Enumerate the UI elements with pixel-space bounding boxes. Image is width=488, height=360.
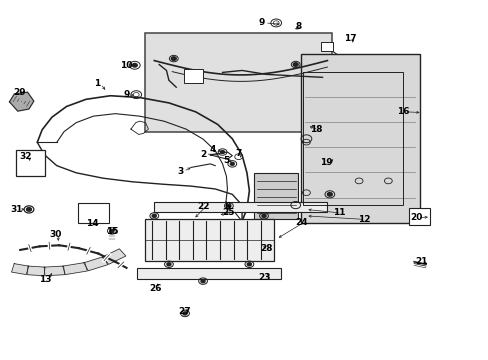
Text: 1: 1 — [94, 80, 100, 89]
Text: 32: 32 — [20, 152, 32, 161]
Text: 14: 14 — [86, 219, 99, 228]
Text: 13: 13 — [39, 275, 52, 284]
Text: 9: 9 — [123, 90, 129, 99]
Circle shape — [152, 215, 156, 217]
Circle shape — [226, 204, 230, 207]
Bar — [154, 202, 327, 212]
Circle shape — [262, 215, 265, 217]
Text: 28: 28 — [260, 244, 272, 253]
Polygon shape — [12, 264, 29, 275]
Text: 23: 23 — [258, 273, 271, 282]
Text: 6: 6 — [224, 202, 230, 211]
Bar — [300, 54, 419, 223]
Text: 12: 12 — [357, 215, 369, 224]
Text: 15: 15 — [105, 228, 118, 237]
Circle shape — [327, 193, 331, 196]
Text: 7: 7 — [235, 149, 242, 158]
Circle shape — [26, 208, 31, 211]
Text: 5: 5 — [223, 156, 229, 165]
Bar — [137, 268, 281, 279]
Bar — [183, 69, 203, 83]
Polygon shape — [83, 257, 107, 271]
Circle shape — [183, 312, 186, 315]
Text: 10: 10 — [120, 61, 132, 70]
Text: 21: 21 — [414, 257, 427, 266]
Text: 30: 30 — [49, 230, 61, 239]
Bar — [321, 42, 332, 51]
Bar — [16, 149, 44, 176]
Bar — [144, 33, 331, 132]
Text: 29: 29 — [13, 87, 25, 96]
Circle shape — [110, 229, 114, 232]
Text: 4: 4 — [209, 145, 216, 154]
Circle shape — [166, 263, 170, 266]
Circle shape — [201, 280, 204, 283]
Bar — [78, 203, 109, 223]
Text: 25: 25 — [222, 208, 235, 217]
Text: 27: 27 — [178, 307, 191, 316]
Text: 24: 24 — [295, 218, 308, 227]
Polygon shape — [27, 266, 45, 276]
Text: 26: 26 — [149, 284, 162, 293]
Bar — [408, 208, 429, 225]
Polygon shape — [9, 92, 34, 111]
Text: 9: 9 — [258, 18, 264, 27]
Text: 17: 17 — [344, 34, 356, 43]
Bar — [144, 220, 273, 261]
Text: 11: 11 — [333, 208, 345, 217]
Circle shape — [171, 57, 176, 60]
Polygon shape — [44, 266, 64, 276]
Text: 3: 3 — [177, 167, 183, 176]
Circle shape — [247, 263, 251, 266]
Text: 19: 19 — [320, 158, 332, 167]
Text: 18: 18 — [310, 125, 322, 134]
Polygon shape — [62, 262, 87, 275]
Bar — [254, 173, 298, 220]
Circle shape — [293, 63, 298, 66]
Circle shape — [132, 63, 137, 67]
Text: 31: 31 — [10, 205, 22, 214]
Bar — [303, 72, 402, 205]
Text: 16: 16 — [396, 107, 408, 116]
Text: 22: 22 — [196, 202, 209, 211]
Text: 2: 2 — [200, 150, 206, 159]
Circle shape — [220, 150, 224, 153]
Text: 8: 8 — [295, 22, 302, 31]
Text: 20: 20 — [409, 213, 422, 222]
Circle shape — [230, 162, 234, 165]
Polygon shape — [102, 249, 125, 264]
